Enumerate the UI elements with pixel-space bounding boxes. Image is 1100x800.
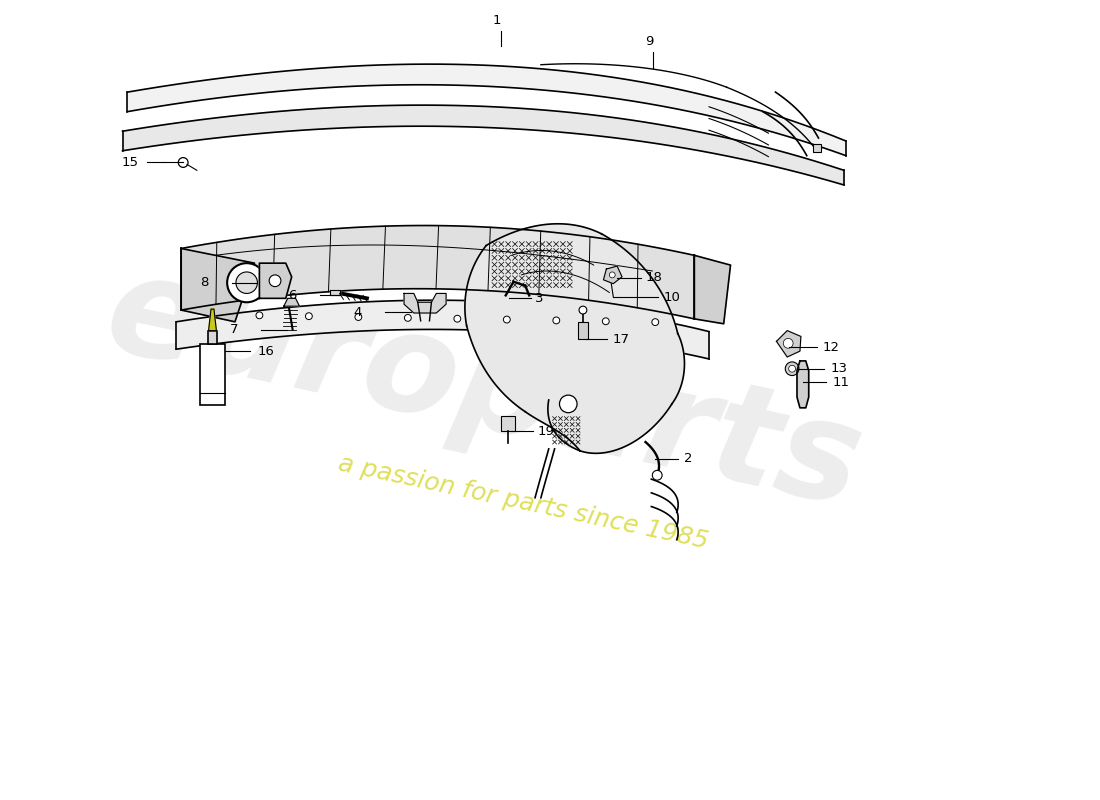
Bar [200,344,225,405]
Text: 4: 4 [353,306,361,318]
Circle shape [560,395,578,413]
Circle shape [652,318,659,326]
Text: 18: 18 [646,271,662,284]
Circle shape [270,275,280,286]
Circle shape [504,316,510,323]
Circle shape [603,318,609,325]
Polygon shape [182,226,694,319]
Circle shape [652,470,662,480]
Text: 6: 6 [288,289,297,302]
Text: a passion for parts since 1985: a passion for parts since 1985 [337,452,711,554]
Circle shape [609,272,615,278]
Bar [500,416,515,431]
Bar [208,330,218,344]
Circle shape [579,306,586,314]
Circle shape [454,315,461,322]
Text: europarts: europarts [95,245,873,536]
Polygon shape [182,249,254,322]
Text: 8: 8 [200,276,209,290]
Circle shape [783,338,793,348]
Text: 7: 7 [230,323,239,336]
Polygon shape [404,294,447,313]
Text: 2: 2 [683,452,692,465]
Circle shape [789,366,795,372]
Polygon shape [777,330,801,357]
Circle shape [355,314,362,321]
Circle shape [178,158,188,167]
Polygon shape [176,300,710,359]
Circle shape [306,313,312,319]
Polygon shape [128,64,846,156]
Circle shape [256,312,263,318]
Circle shape [235,272,257,294]
Polygon shape [284,298,299,306]
Polygon shape [330,290,340,295]
Circle shape [227,263,266,302]
Circle shape [785,362,799,375]
Text: 3: 3 [535,292,543,305]
Text: 1: 1 [493,14,502,26]
Polygon shape [465,224,684,454]
Circle shape [405,314,411,322]
Polygon shape [209,309,217,330]
Text: 19: 19 [538,425,554,438]
Text: 9: 9 [646,35,653,48]
Circle shape [553,317,560,324]
Text: 12: 12 [823,341,839,354]
Bar [578,322,587,339]
Text: 13: 13 [830,362,847,375]
Polygon shape [604,266,622,284]
Polygon shape [260,263,292,298]
Text: 11: 11 [833,376,849,389]
Polygon shape [122,105,844,185]
Polygon shape [798,361,808,408]
Text: 10: 10 [664,291,681,304]
Text: 17: 17 [613,333,629,346]
Text: 15: 15 [122,156,139,169]
Polygon shape [694,255,730,324]
Bar [813,144,822,152]
Text: 16: 16 [257,345,274,358]
